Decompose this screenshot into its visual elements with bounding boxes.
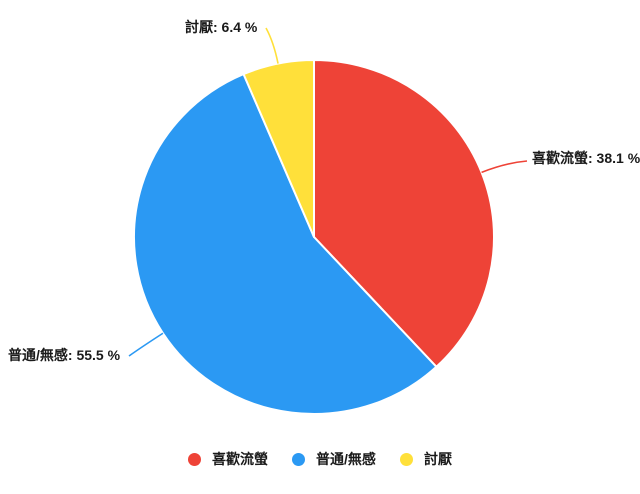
callout-label-hate: 討厭: 6.4 %: [185, 19, 258, 35]
leader-line-2: [265, 27, 279, 64]
pie-slices-group: [133, 59, 495, 415]
leader-line-0: [481, 160, 528, 174]
legend-dot-red: [188, 452, 202, 466]
chart-legend: 喜歡流螢 普通/無感 討厭: [0, 449, 640, 469]
legend-item-like[interactable]: 喜歡流螢: [188, 449, 268, 469]
legend-label-normal: 普通/無感: [316, 451, 376, 467]
legend-item-hate[interactable]: 討厭: [399, 449, 452, 469]
legend-item-normal[interactable]: 普通/無感: [292, 449, 376, 469]
pie-slice-1[interactable]: [133, 73, 438, 415]
legend-dot-blue: [292, 452, 306, 466]
pie-slice-2[interactable]: [242, 59, 315, 238]
callout-leader-lines-group: [128, 27, 528, 357]
leader-line-1: [128, 332, 164, 357]
legend-label-like: 喜歡流螢: [212, 451, 269, 467]
callout-label-like: 喜歡流螢: 38.1 %: [532, 150, 640, 166]
callout-label-normal: 普通/無感: 55.5 %: [8, 347, 121, 363]
legend-dot-yellow: [399, 452, 413, 466]
legend-label-hate: 討厭: [423, 451, 452, 467]
pie-slice-0[interactable]: [313, 59, 495, 368]
